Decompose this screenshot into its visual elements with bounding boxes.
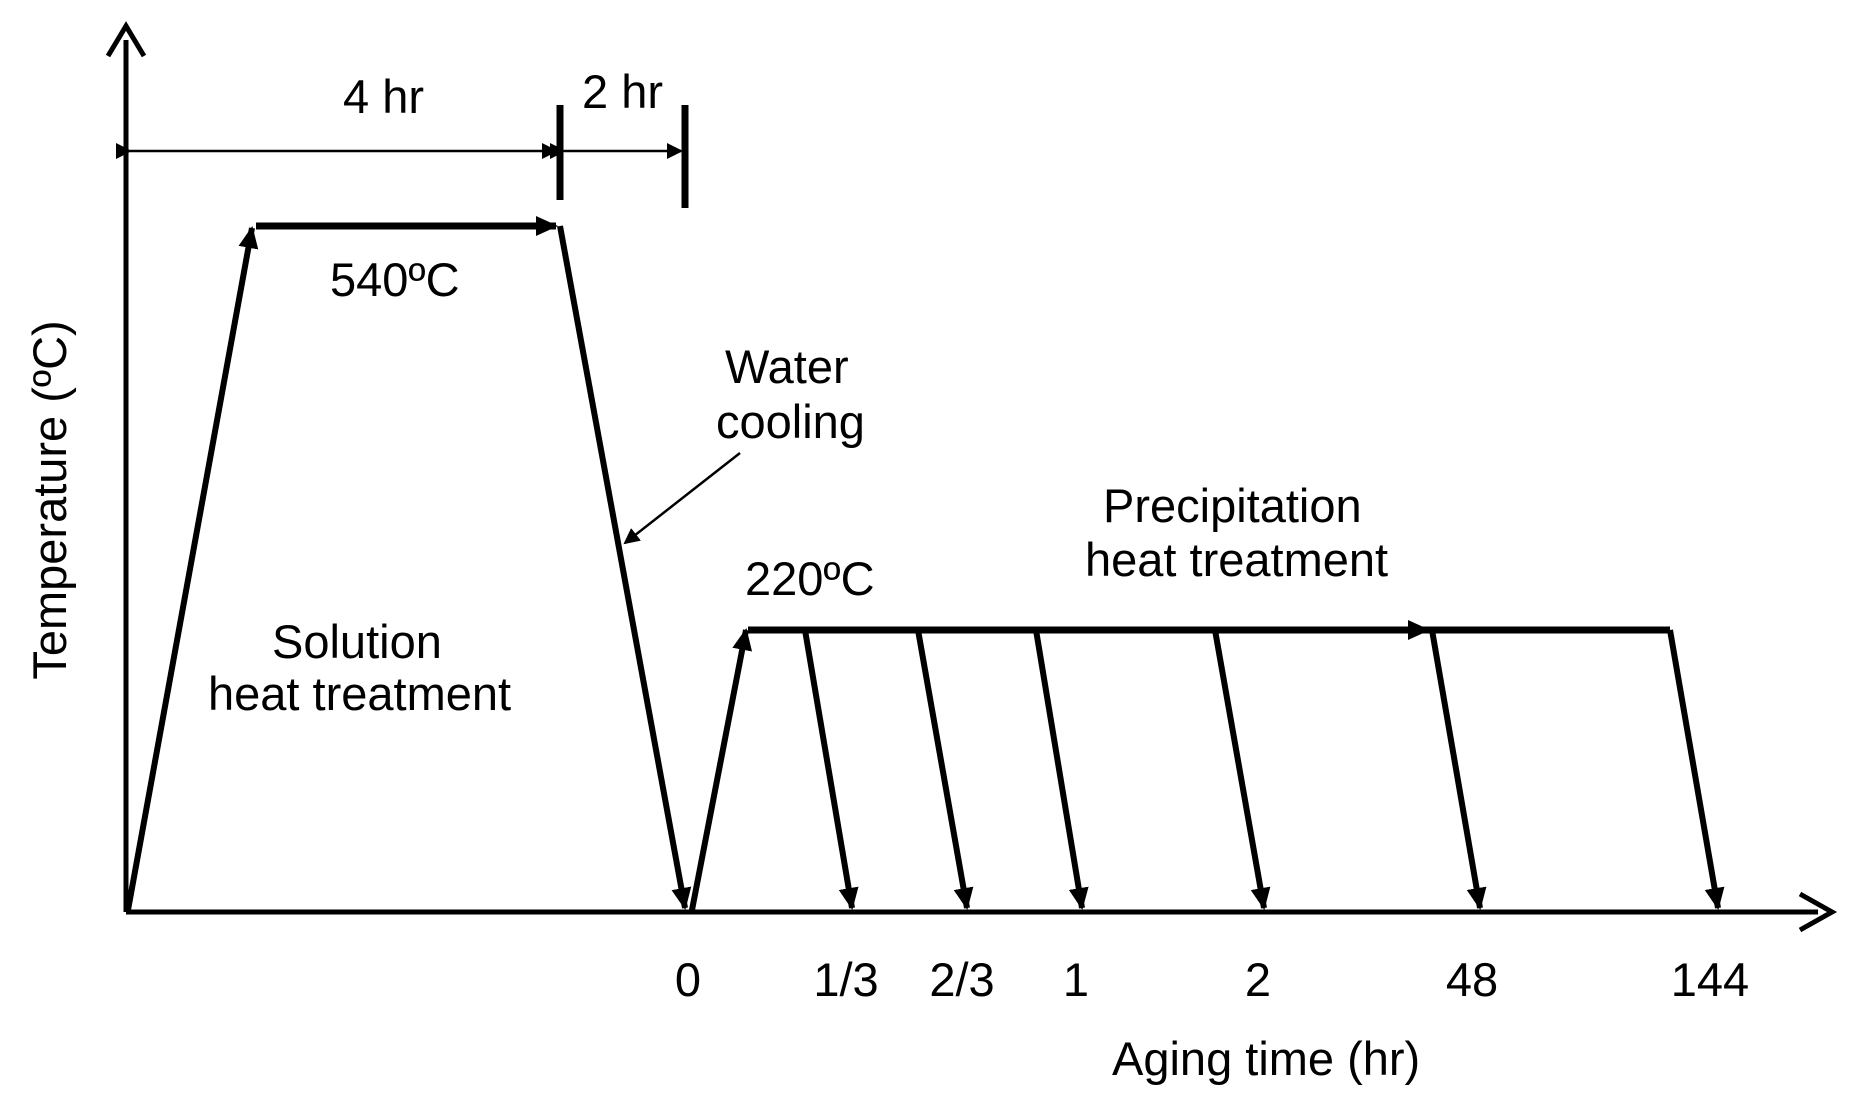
quench-arrow-1hr bbox=[1033, 629, 1089, 910]
duration-cooling-label: 2 hr bbox=[582, 65, 663, 118]
quench-arrow-2hr bbox=[1212, 629, 1271, 910]
y-axis-label: Temperature (ºC) bbox=[23, 320, 76, 679]
x-tick-1: 1 bbox=[1063, 953, 1089, 1006]
water-cooling-pointer bbox=[623, 452, 741, 545]
x-tick-2-3: 2/3 bbox=[929, 953, 994, 1006]
quench-arrow-1-3hr bbox=[802, 629, 859, 910]
x-axis-arrowhead bbox=[1798, 891, 1838, 933]
x-tick-48: 48 bbox=[1446, 953, 1498, 1006]
water-cooling-label-line2: cooling bbox=[716, 395, 865, 448]
duration-solution-label: 4 hr bbox=[343, 70, 424, 123]
x-tick-0: 0 bbox=[675, 953, 701, 1006]
aging-heating-ramp bbox=[689, 628, 753, 911]
water-cooling-drop bbox=[557, 225, 692, 910]
solution-label-line2: heat treatment bbox=[208, 667, 511, 720]
quench-arrow-144hr bbox=[1667, 629, 1725, 910]
x-tick-1-3: 1/3 bbox=[813, 953, 878, 1006]
x-tick-144: 144 bbox=[1671, 953, 1749, 1006]
quench-arrow-48hr bbox=[1429, 629, 1487, 910]
y-axis-arrowhead bbox=[105, 21, 147, 58]
water-cooling-label-line1: Water bbox=[725, 340, 849, 393]
x-tick-2: 2 bbox=[1245, 953, 1271, 1006]
precipitation-label-line1: Precipitation bbox=[1103, 479, 1362, 532]
x-axis-label: Aging time (hr) bbox=[1112, 1032, 1420, 1085]
aging-temp-label: 220ºC bbox=[745, 552, 875, 605]
solution-temp-label: 540ºC bbox=[330, 253, 460, 306]
solution-heating-ramp bbox=[125, 226, 259, 911]
solution-label-line1: Solution bbox=[272, 615, 442, 668]
precipitation-label-line2: heat treatment bbox=[1085, 533, 1388, 586]
quench-arrow-2-3hr bbox=[915, 629, 974, 910]
